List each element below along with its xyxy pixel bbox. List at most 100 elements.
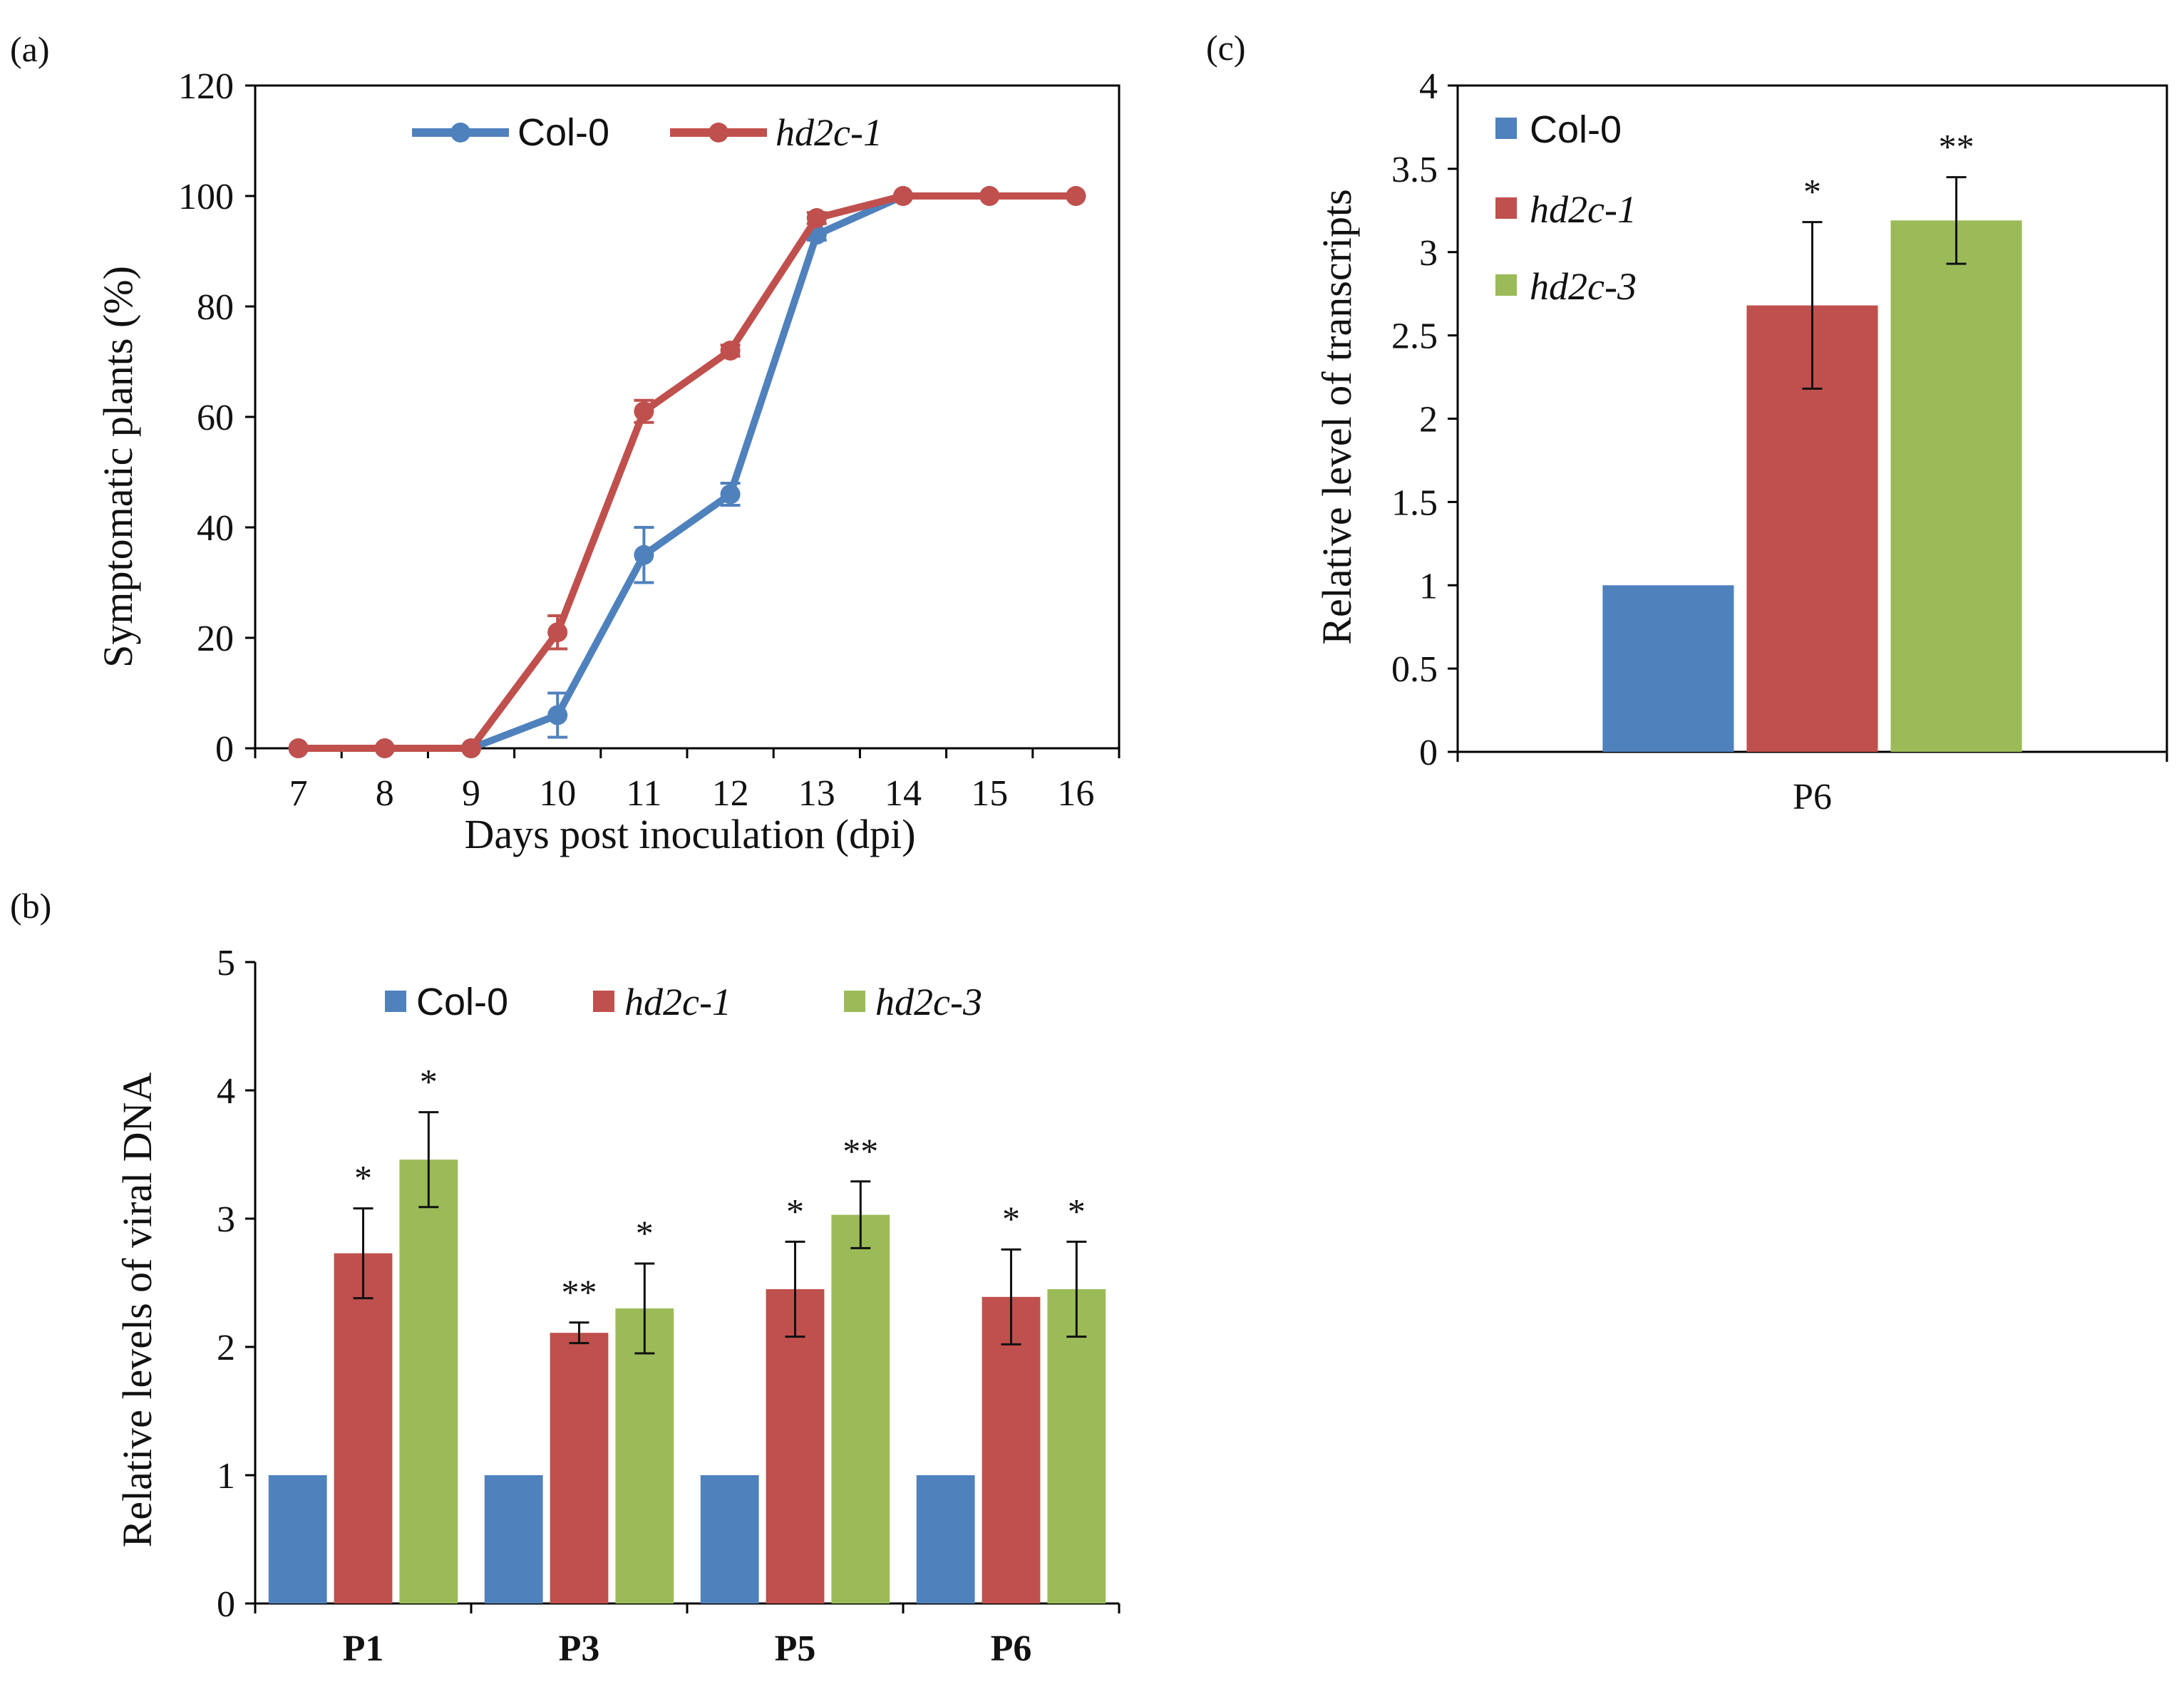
panel-a-series — [288, 186, 1086, 758]
panel-a-y-tick-label: 80 — [197, 287, 234, 328]
panel-a-data-point — [374, 738, 395, 758]
panel-b-bar — [399, 1159, 458, 1603]
panel-a-data-point — [634, 544, 654, 565]
panel-a-x-tick-label: 13 — [798, 773, 835, 814]
panel-a-x-tick-label: 16 — [1057, 773, 1094, 814]
legend-col0-marker — [450, 123, 470, 143]
panel-b-bar — [700, 1475, 759, 1603]
panel-b-legend-hd2c3: hd2c-3 — [875, 981, 982, 1023]
panel-b-significance-mark: * — [354, 1158, 372, 1198]
panel-b-significance-mark: ** — [843, 1131, 878, 1171]
panel-c-bars: *** — [1602, 127, 2022, 752]
panel-b-label: (b) — [10, 886, 51, 926]
panel-a-data-point — [547, 622, 568, 643]
panel-a-data-point — [720, 484, 741, 505]
panel-c-legend-col0: Col-0 — [1530, 108, 1622, 151]
panel-b-bars: ********* * — [268, 1062, 1106, 1603]
panel-a-x-tick-labels: 7 8 9 10 11 12 13 14 15 16 — [289, 773, 1095, 814]
panel-a-series-line-0 — [298, 192, 1076, 752]
panel-c-y-tick-label: 3.5 — [1391, 150, 1438, 190]
legend-hd2c1-swatch — [593, 991, 614, 1012]
panel-b-bar — [766, 1289, 825, 1603]
panel-a-x-tick-label: 10 — [539, 773, 576, 814]
panel-b-significance-mark: * — [786, 1191, 804, 1231]
panel-a-series-line-1 — [298, 192, 1076, 752]
legend-hd2c3-swatch — [1495, 274, 1517, 296]
panel-a-data-point — [979, 186, 1000, 206]
panel-a: (a) 0 20 40 60 80 100 120 7 8 9 10 11 12 13 14 15 16 Sy… — [10, 29, 1121, 857]
panel-c-legend-hd2c3: hd2c-3 — [1530, 265, 1637, 308]
panel-c-y-tick-label: 2 — [1419, 400, 1438, 440]
panel-a-legend: Col-0 hd2c-1 — [412, 111, 882, 154]
panel-c-legend: Col-0 hd2c-1 hd2c-3 — [1495, 108, 1637, 308]
panel-b-bar — [550, 1333, 609, 1603]
legend-hd2c3-swatch — [844, 991, 865, 1012]
panel-a-legend-hd2c1: hd2c-1 — [776, 111, 882, 154]
panel-b-bar — [1047, 1289, 1106, 1603]
panel-b-legend: Col-0 hd2c-1 hd2c-3 — [385, 981, 982, 1023]
panel-a-y-tick-labels: 0 20 40 60 80 100 120 — [178, 66, 234, 770]
panel-b-x-tick-label: P5 — [775, 1628, 816, 1669]
panel-b-y-tick-label: 0 — [217, 1584, 235, 1625]
panel-b-y-tick-labels: 0 1 2 3 4 5 — [217, 943, 235, 1625]
panel-b-x-tick-label: P6 — [991, 1628, 1032, 1669]
panel-c-y-tick-label: 4 — [1419, 66, 1438, 107]
panel-c-bar — [1602, 585, 1734, 752]
legend-hd2c1-swatch — [1495, 197, 1517, 219]
panel-b-significance-mark: * — [1002, 1199, 1020, 1239]
panel-c-significance-mark: * — [1803, 172, 1821, 212]
panel-a-data-point — [547, 705, 568, 725]
panel-a-x-tick-label: 7 — [289, 773, 308, 814]
panel-b-bar — [916, 1475, 975, 1603]
panel-c-significance-mark: ** — [1939, 127, 1974, 167]
panel-b-bar — [268, 1475, 327, 1603]
panel-a-y-tick-label: 120 — [178, 66, 234, 107]
panel-a-x-tick-label: 8 — [376, 773, 394, 814]
panel-b-significance-mark: * — [1068, 1191, 1086, 1231]
panel-a-x-tick-label: 12 — [712, 773, 749, 814]
panel-b-significance-mark: ** — [562, 1272, 597, 1312]
panel-b-x-tick-labels: P1 P3 P5 P6 — [343, 1628, 1032, 1669]
legend-col0-swatch — [385, 991, 406, 1012]
panel-b-bar — [982, 1296, 1041, 1603]
panel-a-y-tick-label: 40 — [197, 508, 234, 549]
panel-b-legend-hd2c1: hd2c-1 — [624, 981, 731, 1023]
panel-b-bar — [615, 1308, 674, 1603]
panel-b-bar — [334, 1253, 393, 1603]
panel-b-y-tick-label: 1 — [217, 1456, 235, 1497]
panel-c-y-tick-label: 2.5 — [1391, 316, 1438, 357]
panel-c-y-tick-label: 3 — [1419, 233, 1438, 274]
panel-b-y-tick-label: 4 — [217, 1071, 235, 1112]
panel-c-label: (c) — [1206, 28, 1246, 68]
panel-a-x-tick-label: 9 — [462, 773, 480, 814]
panel-a-axes — [245, 84, 1121, 758]
panel-b-y-tick-label: 5 — [217, 943, 235, 983]
panel-c-y-tick-label: 1.5 — [1391, 482, 1438, 523]
panel-a-data-point — [720, 341, 741, 361]
panel-c-bar — [1890, 220, 2022, 752]
panel-a-data-point — [1066, 186, 1086, 206]
panel-c-y-tick-label: 1 — [1419, 566, 1438, 606]
panel-a-x-tick-label: 11 — [626, 773, 661, 814]
panel-a-x-tick-label: 15 — [971, 773, 1008, 814]
panel-c-y-tick-label: 0.5 — [1391, 649, 1438, 690]
panel-b-significance-mark: * — [420, 1062, 438, 1102]
panel-c-y-tick-label: 0 — [1419, 733, 1438, 773]
panel-a-y-tick-label: 0 — [215, 729, 234, 770]
panel-a-data-point — [461, 738, 481, 758]
panel-a-data-point — [288, 738, 309, 758]
legend-hd2c1-marker — [709, 123, 728, 143]
panel-b-bar — [484, 1475, 543, 1603]
panel-a-data-point — [634, 401, 654, 422]
panel-a-data-point — [806, 208, 827, 228]
legend-col0-swatch — [1495, 118, 1517, 139]
panel-a-x-tick-label: 14 — [885, 773, 922, 814]
panel-c-legend-hd2c1: hd2c-1 — [1530, 188, 1637, 231]
panel-a-legend-col0: Col-0 — [517, 111, 609, 154]
panel-b-significance-mark: * — [636, 1213, 654, 1253]
panel-c: (c) 00.511.522.533.54 P6 *** Relative le… — [1206, 28, 2168, 817]
panel-b-bar — [831, 1214, 890, 1603]
panel-b-x-tick-label: P3 — [559, 1628, 600, 1669]
panel-a-y-axis-label: Symptomatic plants (%) — [95, 266, 141, 668]
panel-b-x-tick-label: P1 — [343, 1628, 384, 1669]
